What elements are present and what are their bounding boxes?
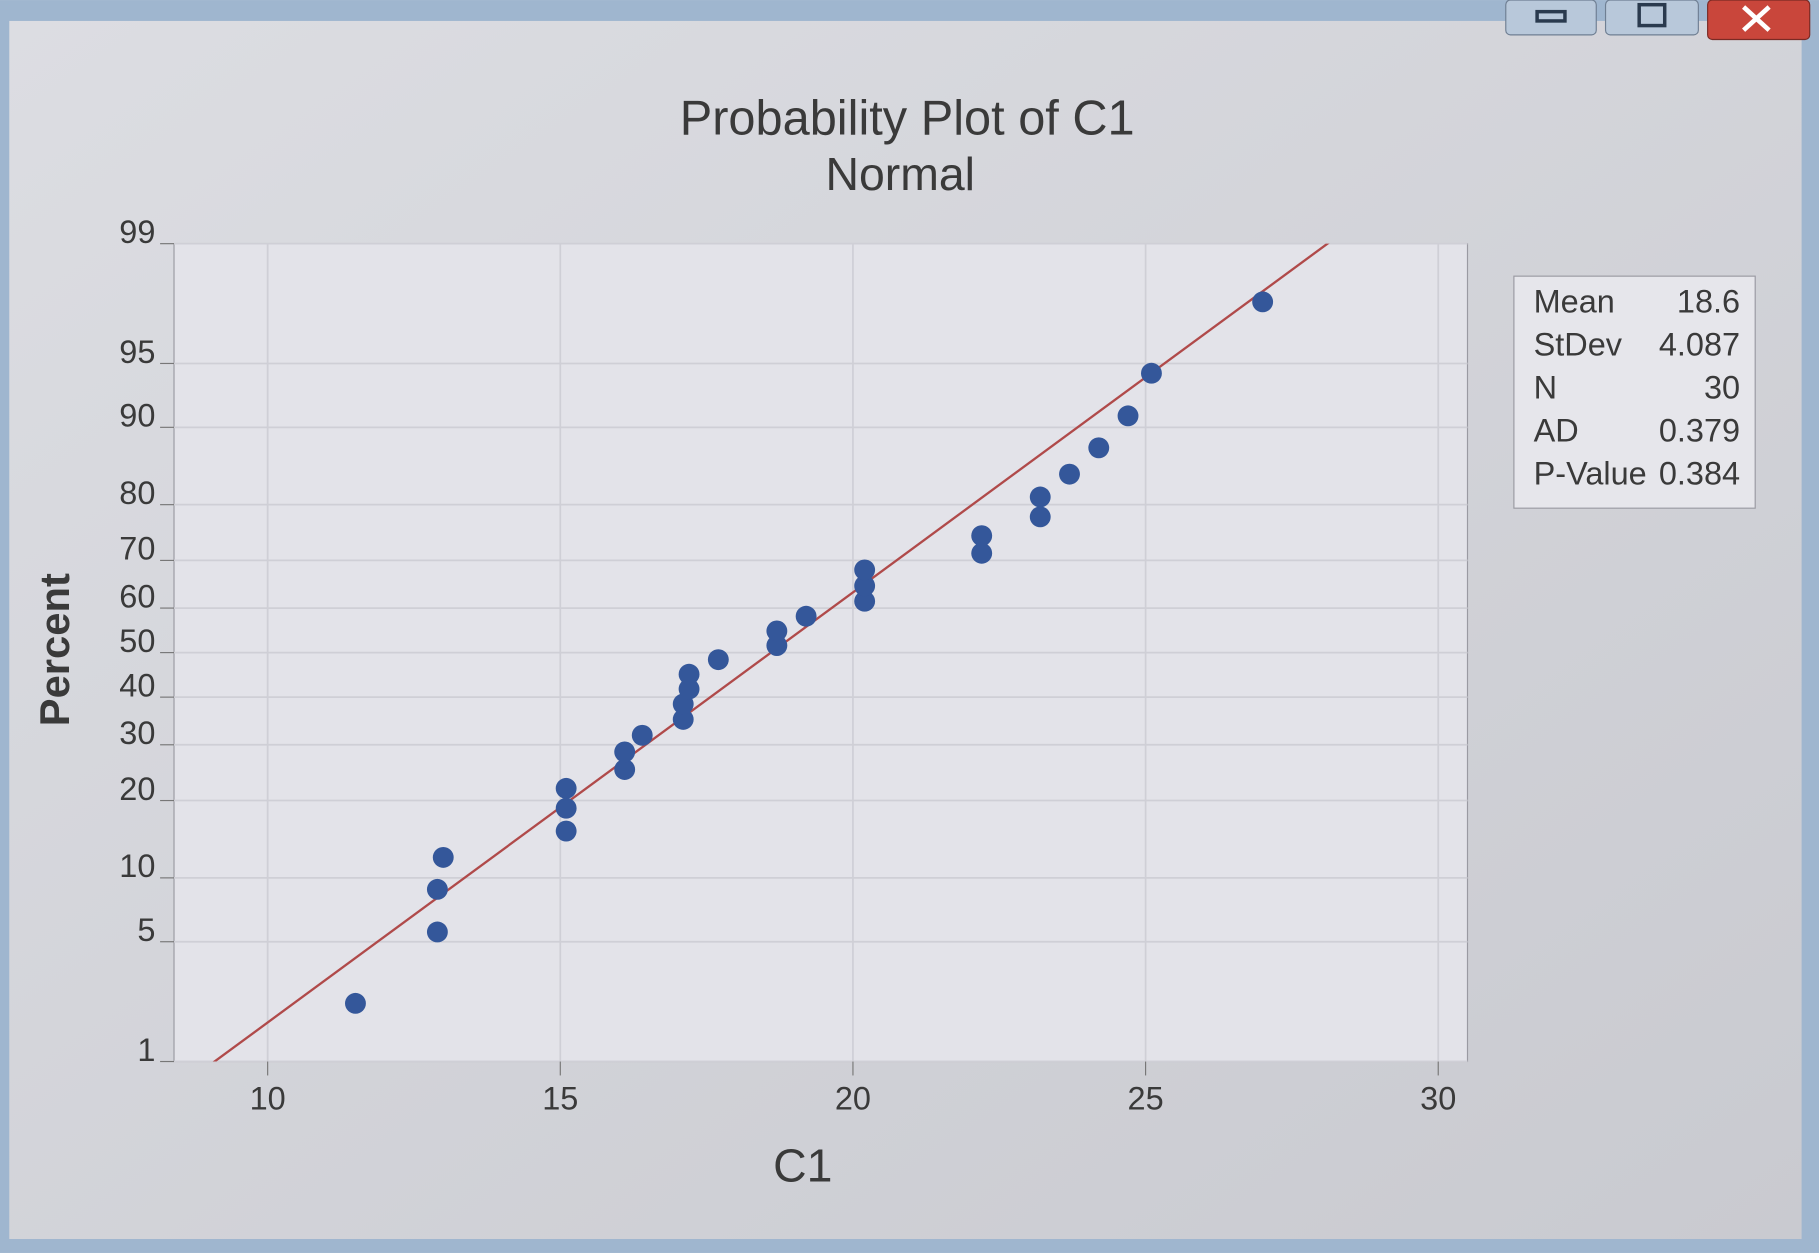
stats-value: 4.087: [1659, 326, 1740, 362]
data-point: [1117, 405, 1139, 427]
y-tick-label: 5: [137, 912, 155, 948]
x-tick-label: 10: [250, 1081, 286, 1117]
data-point: [854, 559, 876, 581]
data-point: [678, 678, 700, 700]
y-tick-label: 1: [137, 1032, 155, 1068]
stats-label: N: [1534, 369, 1557, 405]
data-point: [854, 590, 876, 612]
x-tick-label: 30: [1420, 1081, 1456, 1117]
y-tick-label: 40: [119, 667, 155, 703]
stats-value: 0.384: [1659, 455, 1740, 491]
stats-label: Mean: [1534, 284, 1615, 320]
stats-label: AD: [1534, 412, 1579, 448]
grid: [174, 242, 1468, 1063]
stats-value: 0.379: [1659, 412, 1740, 448]
data-point: [1029, 486, 1051, 508]
y-tick-label: 95: [119, 334, 155, 370]
y-tick-label: 20: [119, 771, 155, 807]
close-button[interactable]: [1707, 0, 1811, 41]
data-point: [614, 741, 636, 763]
maximize-button[interactable]: [1604, 0, 1699, 36]
chart-title: Probability Plot of C1: [680, 92, 1135, 146]
data-point: [678, 663, 700, 685]
data-point: [426, 878, 448, 900]
data-point: [672, 708, 694, 730]
y-axis-label: Percent: [31, 573, 78, 726]
data-point: [795, 605, 817, 627]
x-tick-label: 20: [835, 1081, 871, 1117]
stats-label: StDev: [1534, 326, 1623, 362]
x-tick-label: 15: [542, 1081, 578, 1117]
data-point: [1088, 437, 1110, 459]
data-point: [1141, 362, 1162, 384]
x-axis-label: C1: [773, 1140, 832, 1192]
data-point: [614, 759, 636, 780]
data-point: [555, 777, 577, 799]
y-tick-label: 99: [119, 214, 155, 250]
y-tick-label: 30: [119, 715, 155, 751]
data-point: [854, 575, 876, 597]
data-point: [555, 797, 577, 819]
y-tick-label: 60: [119, 578, 155, 614]
data-point: [971, 542, 993, 564]
data-point: [971, 525, 993, 547]
y-tick-label: 70: [119, 531, 155, 567]
data-point: [707, 649, 729, 671]
stats-value: 18.6: [1677, 284, 1740, 320]
y-tick-label: 50: [119, 623, 155, 659]
data-point: [345, 992, 366, 1014]
y-tick-label: 80: [119, 475, 155, 511]
data-point: [766, 620, 788, 642]
stats-value: 30: [1704, 369, 1740, 405]
data-point: [1252, 291, 1274, 313]
minimize-button[interactable]: [1505, 0, 1597, 36]
y-tick-label: 10: [119, 848, 155, 884]
data-point: [432, 846, 454, 868]
chart-subtitle: Normal: [825, 148, 975, 200]
data-point: [426, 921, 448, 943]
data-point: [766, 635, 788, 656]
data-point: [555, 820, 577, 842]
data-point: [631, 724, 653, 746]
stats-label: P-Value: [1534, 455, 1647, 491]
stats-box: [1513, 275, 1756, 509]
y-tick-label: 90: [119, 398, 155, 434]
data-point: [1059, 463, 1080, 485]
x-tick-label: 25: [1128, 1081, 1164, 1117]
data-point: [1029, 506, 1051, 528]
